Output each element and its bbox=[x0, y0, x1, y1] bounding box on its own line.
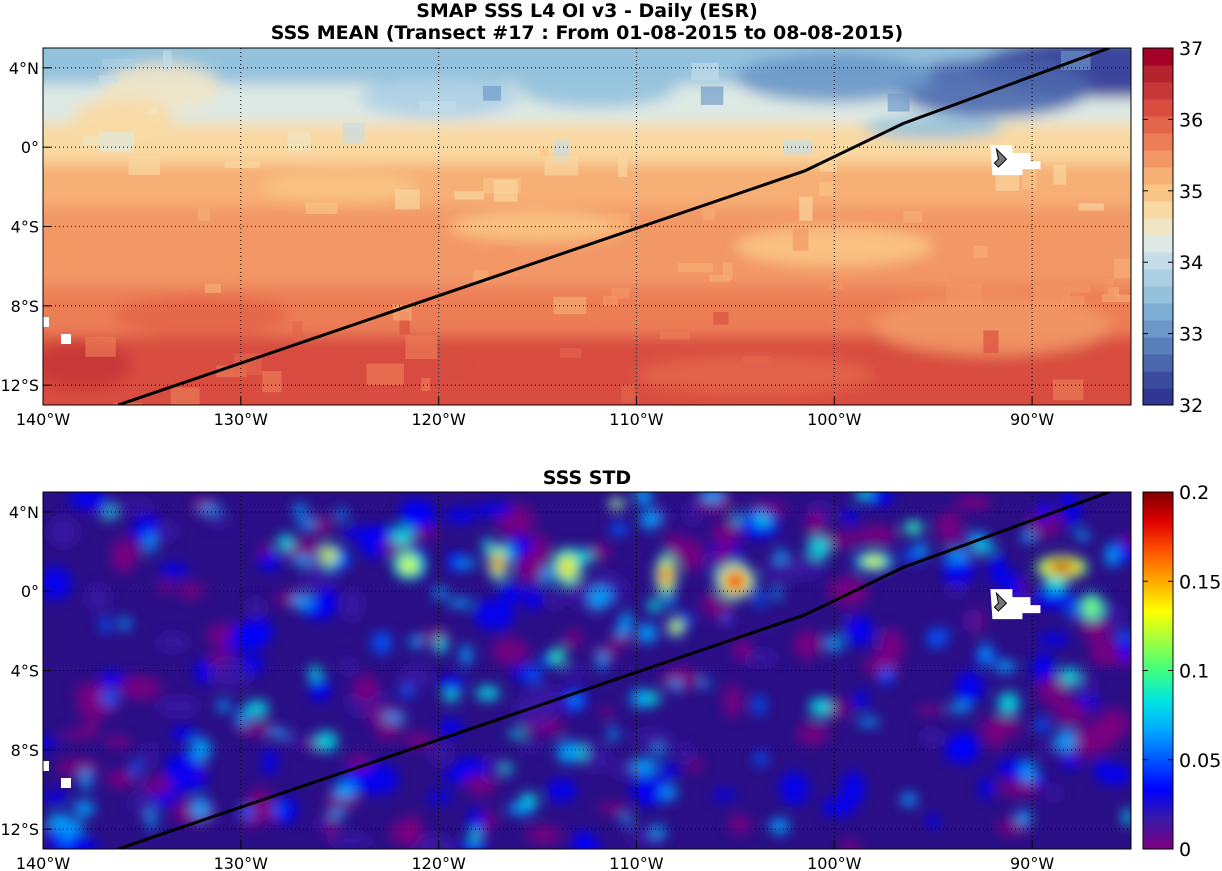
mean-lon-tick-label: 110°W bbox=[609, 410, 664, 429]
std-lon-tick-label: 120°W bbox=[411, 854, 466, 871]
mean-colorbar-swatch bbox=[1143, 320, 1173, 338]
mean-colorbar-swatch bbox=[1143, 201, 1173, 219]
mean-colorbar-tick-label: 35 bbox=[1179, 181, 1203, 203]
std-lat-tick-label: 8°S bbox=[11, 741, 39, 760]
std-panel-title: SSS STD bbox=[543, 467, 631, 489]
std-lon-tick-label: 130°W bbox=[214, 854, 269, 871]
mean-colorbar-tick-label: 36 bbox=[1179, 109, 1203, 131]
std-colorbar-tick-label: 0.05 bbox=[1179, 750, 1221, 772]
mean-colorbar-swatch bbox=[1143, 48, 1173, 66]
std-lon-tick-label: 90°W bbox=[1010, 854, 1054, 871]
mean-colorbar: 32 33 34 35 36 37 bbox=[1142, 38, 1203, 417]
mean-colorbar-swatch bbox=[1143, 388, 1173, 406]
mean-colorbar-swatch bbox=[1143, 371, 1173, 389]
mean-lon-tick-label: 120°W bbox=[411, 410, 466, 429]
figure-title: SMAP SSS L4 OI v3 - Daily (ESR) bbox=[416, 0, 758, 22]
std-lat-tick-label: 0° bbox=[21, 582, 39, 601]
std-gridlines bbox=[43, 492, 1131, 849]
mean-lon-tick-label: 100°W bbox=[807, 410, 862, 429]
std-lon-tick-label: 110°W bbox=[609, 854, 664, 871]
mean-colorbar-swatch bbox=[1143, 99, 1173, 117]
std-salinity-field bbox=[43, 492, 1131, 849]
mean-colorbar-swatch bbox=[1143, 252, 1173, 270]
mean-colorbar-swatch bbox=[1143, 303, 1173, 321]
mean-lat-tick-label: 4°S bbox=[11, 218, 39, 237]
std-axis-ticks: 140°W 130°W 120°W 110°W 100°W 90°W 4°N 0° 4°S 8°S… bbox=[0, 503, 1054, 871]
mean-lat-tick-label: 4°N bbox=[9, 59, 39, 78]
mean-colorbar-swatch bbox=[1143, 286, 1173, 304]
mean-colorbar-swatch bbox=[1143, 133, 1173, 151]
mean-colorbar-swatch bbox=[1143, 218, 1173, 236]
mean-salinity-field bbox=[43, 48, 1131, 405]
mean-colorbar-tick-label: 32 bbox=[1179, 395, 1203, 417]
std-lon-tick-label: 140°W bbox=[16, 854, 71, 871]
mean-colorbar-swatch bbox=[1143, 184, 1173, 202]
mean-colorbar-swatch bbox=[1143, 167, 1173, 185]
mean-lon-tick-label: 140°W bbox=[16, 410, 71, 429]
mean-map-panel: 140°W 130°W 120°W 110°W 100°W 90°W 4°N 0° 4°S 8°S… bbox=[0, 47, 1132, 429]
mean-colorbar-swatch bbox=[1143, 65, 1173, 83]
std-lat-tick-label: 12°S bbox=[0, 820, 39, 839]
std-lat-tick-label: 4°N bbox=[9, 503, 39, 522]
std-colorbar: 0 0.05 0.1 0.15 0.2 bbox=[1142, 482, 1221, 861]
mean-transect-line bbox=[117, 48, 1110, 405]
mean-colorbar-swatch bbox=[1143, 354, 1173, 372]
mean-colorbar-swatch bbox=[1143, 269, 1173, 287]
mean-lat-tick-label: 12°S bbox=[0, 376, 39, 395]
galapagos-island-icon bbox=[993, 147, 1008, 168]
mean-colorbar-swatch bbox=[1143, 116, 1173, 134]
mean-lat-tick-label: 0° bbox=[21, 138, 39, 157]
galapagos-island-icon bbox=[993, 591, 1008, 612]
std-transect-line bbox=[117, 492, 1110, 849]
mean-gridlines bbox=[43, 48, 1131, 405]
mean-lon-tick-label: 90°W bbox=[1010, 410, 1054, 429]
mean-lon-tick-label: 130°W bbox=[214, 410, 269, 429]
mean-colorbar-tick-label: 34 bbox=[1179, 252, 1203, 274]
std-lat-tick-label: 4°S bbox=[11, 662, 39, 681]
mean-colorbar-tick-label: 37 bbox=[1179, 38, 1203, 60]
mean-axis-ticks: 140°W 130°W 120°W 110°W 100°W 90°W 4°N 0° 4°S 8°S… bbox=[0, 59, 1054, 429]
std-colorbar-tick-label: 0.15 bbox=[1179, 571, 1221, 593]
mean-colorbar-swatch bbox=[1143, 337, 1173, 355]
mean-lat-tick-label: 8°S bbox=[11, 297, 39, 316]
mean-colorbar-tick-label: 33 bbox=[1179, 324, 1203, 346]
mean-colorbar-swatch bbox=[1143, 82, 1173, 100]
mean-land-mask bbox=[43, 145, 1041, 344]
std-map-panel: 140°W 130°W 120°W 110°W 100°W 90°W 4°N 0° 4°S 8°S… bbox=[0, 491, 1132, 871]
std-lon-tick-label: 100°W bbox=[807, 854, 862, 871]
mean-panel-title: SSS MEAN (Transect #17 : From 01-08-2015… bbox=[271, 22, 903, 44]
std-land-mask bbox=[43, 589, 1041, 788]
std-colorbar-tick-label: 0 bbox=[1179, 839, 1191, 861]
mean-colorbar-swatch bbox=[1143, 235, 1173, 253]
std-colorbar-tick-label: 0.1 bbox=[1179, 661, 1209, 683]
mean-colorbar-swatch bbox=[1143, 150, 1173, 168]
std-colorbar-tick-label: 0.2 bbox=[1179, 482, 1209, 504]
